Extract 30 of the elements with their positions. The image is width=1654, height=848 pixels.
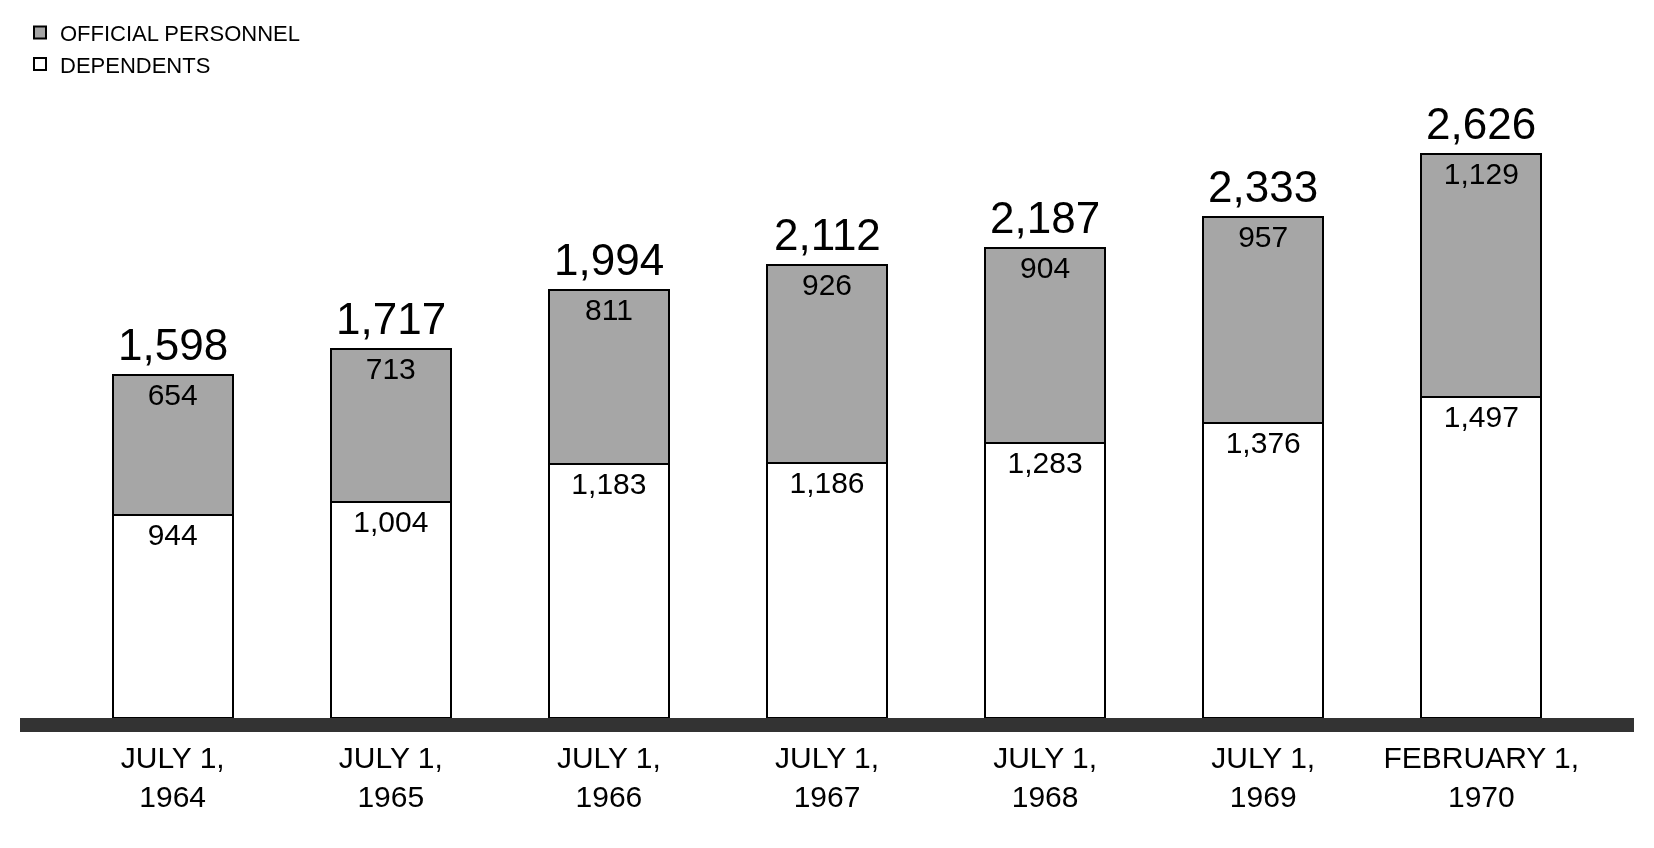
x-tick-label: JULY 1, 1969: [1211, 741, 1316, 813]
total-label: 2,187: [990, 193, 1101, 242]
data-label: 654: [147, 377, 198, 411]
x-tick-label: JULY 1, 1968: [993, 741, 1098, 813]
data-label: 944: [147, 518, 198, 552]
total-label: 2,112: [774, 210, 881, 259]
data-label: 1,186: [789, 466, 865, 500]
data-label: 1,183: [571, 467, 647, 501]
total-label: 2,626: [1426, 99, 1537, 148]
total-label: 1,994: [554, 235, 665, 284]
x-tick-label: FEBRUARY 1, 1970: [1383, 741, 1580, 813]
data-label: 713: [365, 352, 416, 386]
data-label: 1,129: [1443, 157, 1519, 191]
total-label: 1,717: [336, 294, 447, 343]
data-label: 811: [584, 292, 633, 326]
x-tick-label: JULY 1, 1966: [556, 741, 661, 813]
data-label: 957: [1238, 220, 1289, 254]
data-label: 904: [1020, 251, 1071, 285]
total-label: 2,333: [1208, 162, 1319, 211]
data-label: 1,283: [1007, 445, 1083, 479]
x-tick-label: JULY 1, 1967: [775, 741, 879, 813]
data-label: 1,376: [1225, 425, 1301, 459]
x-tick-label: JULY 1, 1965: [338, 741, 443, 813]
data-label: 926: [801, 267, 853, 301]
data-label: 1,497: [1443, 399, 1519, 433]
data-label: 1,004: [353, 505, 429, 539]
total-label: 1,598: [118, 320, 229, 369]
x-tick-label: JULY 1, 1964: [120, 741, 225, 813]
legend-label: DEPENDENTS: [60, 52, 211, 78]
legend-label: OFFICIAL PERSONNEL: [60, 21, 301, 47]
